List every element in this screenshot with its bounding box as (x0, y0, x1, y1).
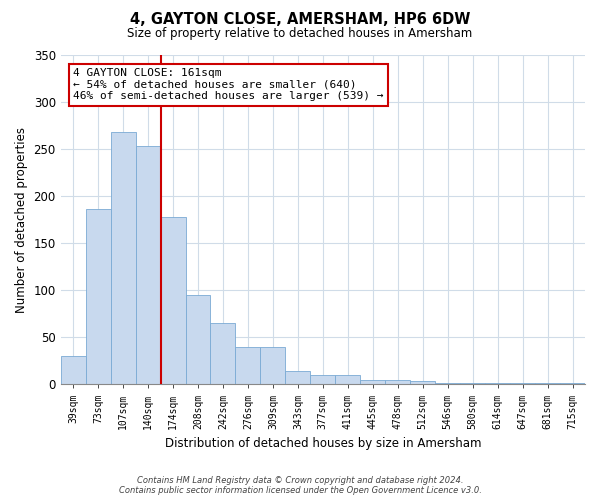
Bar (460, 382, 485, 384)
Bar (435, 382, 460, 384)
Text: 4 GAYTON CLOSE: 161sqm
← 54% of detached houses are smaller (640)
46% of semi-de: 4 GAYTON CLOSE: 161sqm ← 54% of detached… (73, 68, 383, 102)
Bar (161, 217, 185, 384)
Bar (385, 380, 410, 384)
Bar (335, 375, 360, 384)
X-axis label: Distribution of detached houses by size in Amersham: Distribution of detached houses by size … (164, 437, 481, 450)
Bar (360, 380, 385, 384)
Bar (410, 380, 435, 384)
Bar (310, 375, 335, 384)
Bar (286, 371, 310, 384)
Bar (185, 295, 211, 384)
Bar (260, 346, 286, 385)
Text: Contains HM Land Registry data © Crown copyright and database right 2024.
Contai: Contains HM Land Registry data © Crown c… (119, 476, 481, 495)
Bar (61, 356, 86, 384)
Y-axis label: Number of detached properties: Number of detached properties (15, 126, 28, 312)
Text: 4, GAYTON CLOSE, AMERSHAM, HP6 6DW: 4, GAYTON CLOSE, AMERSHAM, HP6 6DW (130, 12, 470, 28)
Bar (235, 346, 260, 385)
Bar (136, 146, 161, 384)
Bar (560, 382, 585, 384)
Text: Size of property relative to detached houses in Amersham: Size of property relative to detached ho… (127, 28, 473, 40)
Bar (211, 323, 235, 384)
Bar (110, 132, 136, 384)
Bar (86, 210, 110, 384)
